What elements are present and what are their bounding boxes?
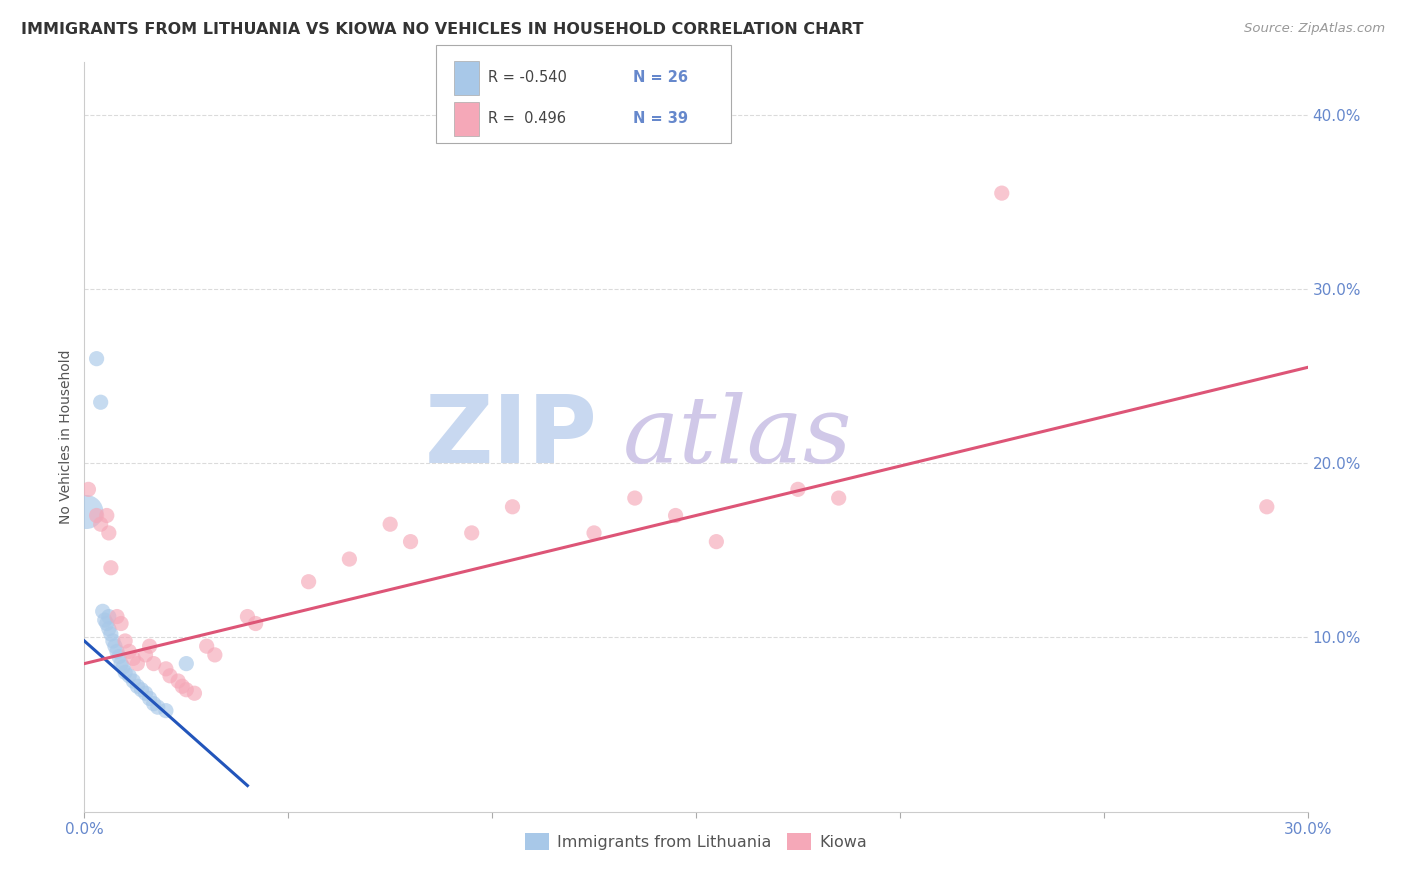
Point — [167, 673, 190, 688]
Point — [97, 525, 120, 540]
Point — [1256, 500, 1278, 514]
Point — [122, 651, 145, 665]
Point — [135, 686, 157, 700]
Text: N = 26: N = 26 — [633, 70, 688, 85]
Point — [583, 525, 606, 540]
Point — [706, 534, 728, 549]
Point — [991, 186, 1014, 201]
Point — [828, 491, 851, 505]
Point — [100, 561, 122, 575]
Point — [155, 662, 177, 676]
Point — [135, 648, 157, 662]
Point — [298, 574, 321, 589]
Point — [90, 395, 112, 409]
Point — [96, 616, 118, 631]
Point — [75, 505, 97, 519]
Point — [138, 691, 160, 706]
Point — [142, 697, 165, 711]
Point — [502, 500, 524, 514]
Point — [195, 639, 218, 653]
Point — [236, 609, 259, 624]
Point — [105, 609, 128, 624]
Point — [104, 639, 127, 653]
Point — [97, 609, 120, 624]
Point — [146, 700, 169, 714]
Point — [91, 604, 114, 618]
Point — [142, 657, 165, 671]
Point — [86, 508, 108, 523]
Point — [114, 665, 136, 680]
Point — [204, 648, 226, 662]
Point — [159, 669, 181, 683]
Point — [108, 649, 131, 664]
Point — [101, 634, 124, 648]
Text: atlas: atlas — [623, 392, 852, 482]
Point — [118, 669, 141, 683]
Point — [461, 525, 484, 540]
Point — [127, 657, 149, 671]
Legend: Immigrants from Lithuania, Kiowa: Immigrants from Lithuania, Kiowa — [519, 827, 873, 856]
Point — [90, 517, 112, 532]
Text: N = 39: N = 39 — [633, 112, 688, 126]
Point — [624, 491, 647, 505]
Text: Source: ZipAtlas.com: Source: ZipAtlas.com — [1244, 22, 1385, 36]
Point — [665, 508, 688, 523]
Point — [93, 613, 115, 627]
Point — [112, 660, 135, 674]
Point — [100, 627, 122, 641]
Text: R =  0.496: R = 0.496 — [488, 112, 565, 126]
Point — [122, 673, 145, 688]
Text: ZIP: ZIP — [425, 391, 598, 483]
Point — [787, 483, 810, 497]
Point — [127, 679, 149, 693]
Point — [183, 686, 205, 700]
Point — [96, 508, 118, 523]
Point — [110, 657, 132, 671]
Point — [97, 622, 120, 636]
Point — [105, 644, 128, 658]
Text: R = -0.540: R = -0.540 — [488, 70, 567, 85]
Point — [399, 534, 422, 549]
Point — [114, 634, 136, 648]
Point — [138, 639, 160, 653]
Point — [174, 682, 197, 697]
Point — [118, 644, 141, 658]
Point — [86, 351, 108, 366]
Point — [380, 517, 402, 532]
Point — [131, 682, 153, 697]
Point — [245, 616, 267, 631]
Point — [155, 704, 177, 718]
Point — [77, 483, 100, 497]
Point — [172, 679, 194, 693]
Y-axis label: No Vehicles in Household: No Vehicles in Household — [59, 350, 73, 524]
Text: IMMIGRANTS FROM LITHUANIA VS KIOWA NO VEHICLES IN HOUSEHOLD CORRELATION CHART: IMMIGRANTS FROM LITHUANIA VS KIOWA NO VE… — [21, 22, 863, 37]
Point — [110, 616, 132, 631]
Point — [339, 552, 361, 566]
Point — [174, 657, 197, 671]
